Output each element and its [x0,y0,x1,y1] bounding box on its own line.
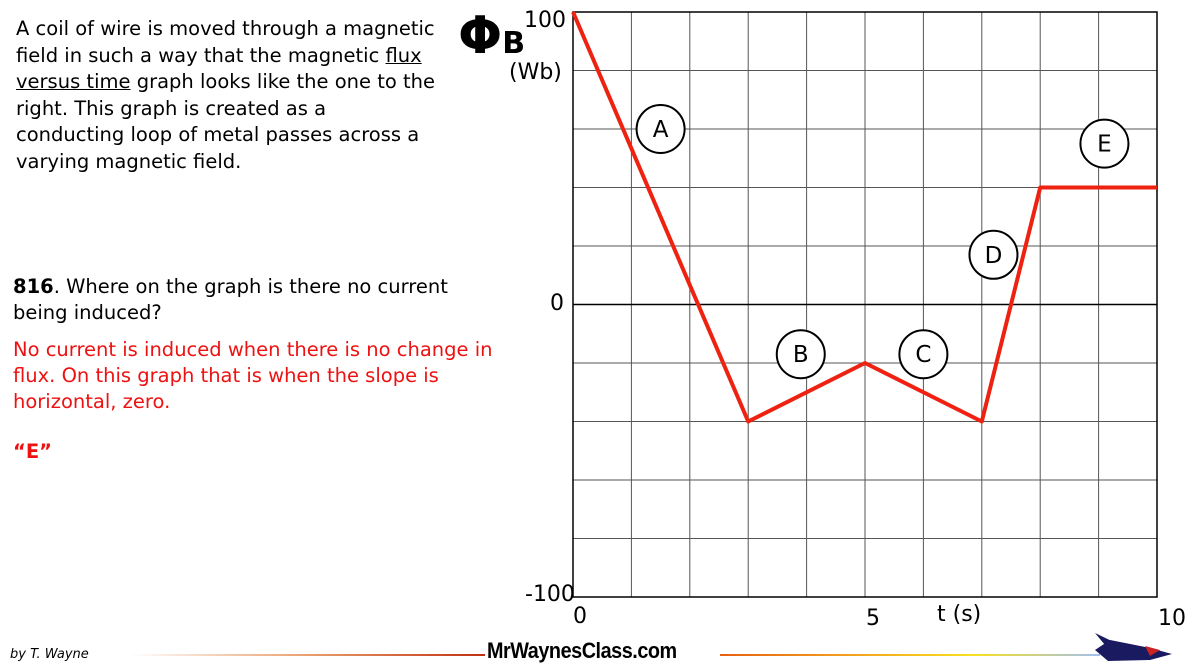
y-axis-symbol: ΦB [458,6,525,74]
segment-label-d: D [985,243,1003,269]
intro-part: A coil of wire is moved through a magnet… [16,17,435,67]
footer-line-right [720,654,1100,656]
segment-marker-circle [1079,118,1130,169]
x-tick-label: 5 [866,606,880,631]
segment-label-a: A [653,117,669,143]
question: 816. Where on the graph is there no curr… [13,274,483,326]
flux-line [571,11,1157,424]
footer-line-left [130,654,485,656]
segment-marker-circle [775,329,826,380]
answer-letter: “E” [13,440,52,463]
x-tick-label: 0 [573,604,587,629]
intro-part: graph looks like the one to the right. T… [16,70,435,173]
phi-subscript: B [502,26,526,61]
segment-label-e: E [1097,132,1112,158]
segment-label-b: B [793,342,809,368]
x-axis-label: t (s) [937,602,982,627]
plot-frame [572,11,1158,598]
y-axis-unit: (Wb) [509,60,562,85]
y-tick-label: 0 [550,291,564,316]
brand-logo-text[interactable]: MrWaynesClass.com [487,638,677,663]
answer-text: No current is induced when there is no c… [13,338,493,413]
intro-text: A coil of wire is moved through a magnet… [16,16,436,175]
x-tick-label: 10 [1158,606,1186,631]
phi-symbol: Φ [458,6,503,66]
y-tick-label: -100 [525,582,575,607]
segment-label-c: C [915,342,931,368]
segment-marker-circle [635,104,686,154]
author-credit: by T. Wayne [10,647,89,662]
question-text: . Where on the graph is there no current… [13,275,448,324]
segment-marker-circle [968,229,1019,280]
question-number: 816 [13,275,54,298]
intro-underlined: flux versus time [16,43,422,94]
y-tick-label: 100 [524,8,566,33]
segment-marker-circle [898,329,949,380]
